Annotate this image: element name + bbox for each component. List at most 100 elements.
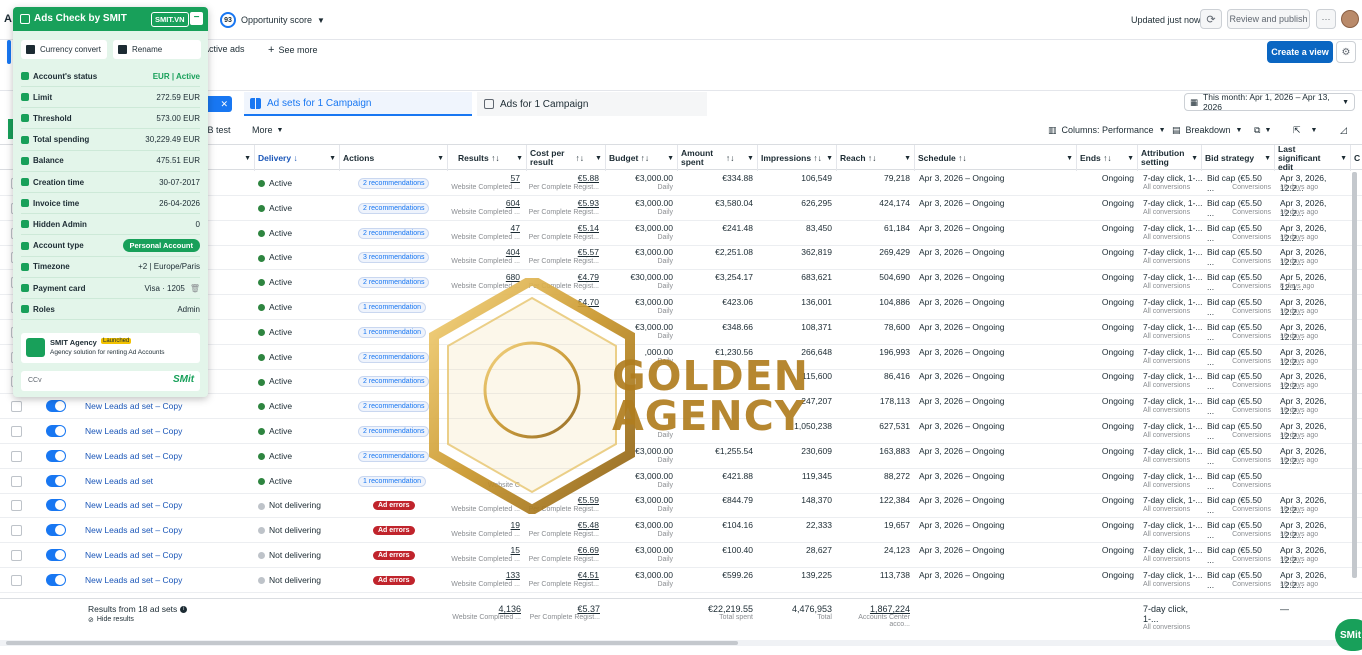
budget-cell[interactable]: Daily bbox=[606, 421, 673, 446]
budget-cell[interactable]: €3,000.00 Daily bbox=[606, 446, 673, 471]
columns-button[interactable]: ▥ Columns: Performance ▼ bbox=[1048, 121, 1166, 139]
chart-button[interactable]: ◿ bbox=[1340, 121, 1347, 139]
table-row[interactable]: New Leads ad set – Copy Active 2 recommend… bbox=[0, 419, 1362, 444]
recommendations-badge[interactable]: 2 recommendations bbox=[358, 425, 430, 439]
table-row[interactable]: Active 1 recommendation €4.70 €3,000.00 Dail… bbox=[0, 295, 1362, 320]
view-settings-button[interactable]: ⚙ bbox=[1336, 41, 1356, 63]
results-value[interactable]: 680 bbox=[505, 272, 520, 283]
row-toggle[interactable] bbox=[46, 449, 66, 462]
results-value[interactable]: 604 bbox=[505, 197, 520, 208]
cpr-value[interactable]: €5.14 bbox=[577, 222, 599, 233]
cpr-value[interactable] bbox=[527, 322, 599, 333]
adset-name-link[interactable]: New Leads ad set bbox=[85, 475, 154, 486]
recommendations-badge[interactable]: 2 recommendations bbox=[358, 375, 430, 389]
row-checkbox[interactable] bbox=[11, 500, 22, 512]
table-row[interactable]: Active 2 recommendations 47 Website Complet… bbox=[0, 221, 1362, 246]
col-attribution[interactable]: Attribution setting ▼ bbox=[1138, 145, 1202, 171]
cpr-value[interactable]: €5.57 bbox=[577, 247, 599, 258]
table-row[interactable]: New Leads ad set – Copy Not delivering Ad … bbox=[0, 568, 1362, 593]
budget-cell[interactable]: €3,000.00 Daily bbox=[606, 495, 673, 520]
date-range-picker[interactable]: ▦ This month: Apr 1, 2026 – Apr 13, 2026… bbox=[1184, 92, 1355, 112]
close-icon[interactable]: ✕ bbox=[220, 98, 228, 109]
table-row[interactable]: New Leads ad set – Copy Active 2 recommend… bbox=[0, 444, 1362, 469]
table-row[interactable]: New Leads ad set – Copy Not delivering Ad … bbox=[0, 543, 1362, 568]
cpr-value[interactable]: €5.59 bbox=[577, 495, 599, 506]
recommendations-badge[interactable]: 1 recommendation bbox=[358, 326, 426, 340]
more-button[interactable]: ··· bbox=[1316, 9, 1336, 29]
vertical-scrollbar-thumb[interactable] bbox=[1352, 172, 1357, 578]
ad-errors-badge[interactable]: Ad errors bbox=[373, 524, 415, 538]
table-row[interactable]: Active 2 recommendations 115,600 86,416 Apr … bbox=[0, 369, 1362, 396]
cpr-value[interactable] bbox=[527, 396, 599, 407]
cpr-value[interactable]: €5.88 bbox=[577, 173, 599, 183]
col-cost-per-result[interactable]: Cost per result ↑↓ ▼ bbox=[527, 145, 606, 171]
col-delivery[interactable]: Delivery ↓ ▼ bbox=[255, 145, 340, 171]
col-reach[interactable]: Reach ↑↓ ▼ bbox=[837, 145, 915, 171]
budget-cell[interactable]: €3,000.00 Daily bbox=[606, 247, 673, 272]
export-button[interactable]: ⇱ ▼ bbox=[1293, 121, 1317, 139]
cpr-value[interactable]: €4.51 bbox=[577, 569, 599, 580]
horizontal-scrollbar[interactable] bbox=[0, 640, 1362, 646]
review-publish-button[interactable]: Review and publish bbox=[1227, 9, 1310, 29]
tab-ads[interactable]: Ads for 1 Campaign bbox=[477, 92, 707, 116]
col-actions[interactable]: Actions ▼ bbox=[340, 145, 448, 171]
row-toggle[interactable] bbox=[46, 474, 66, 487]
row-toggle[interactable] bbox=[46, 524, 66, 537]
results-value[interactable]: 19 bbox=[510, 520, 520, 531]
row-checkbox[interactable] bbox=[11, 475, 22, 487]
budget-cell[interactable]: €3,000.00 Daily bbox=[606, 520, 673, 545]
row-checkbox[interactable] bbox=[11, 525, 22, 537]
smit-floating-badge[interactable]: SMit bbox=[1335, 619, 1362, 651]
results-value[interactable]: 404 bbox=[505, 247, 520, 258]
results-value[interactable]: 47 bbox=[510, 222, 520, 233]
cpr-value[interactable] bbox=[527, 347, 599, 358]
budget-cell[interactable]: €30,000.00 Daily bbox=[606, 272, 673, 297]
results-value[interactable] bbox=[448, 297, 520, 308]
opportunity-score[interactable]: 93 Opportunity score ▼ bbox=[220, 12, 325, 28]
table-row[interactable]: New Leads ad set – Copy Not delivering Ad … bbox=[0, 518, 1362, 545]
horizontal-scrollbar-thumb[interactable] bbox=[6, 641, 738, 645]
more-menu-button[interactable]: More ▼ bbox=[252, 121, 283, 139]
trash-icon[interactable]: 🗑 bbox=[189, 283, 200, 293]
budget-cell[interactable]: €3,000.00 Daily bbox=[606, 297, 673, 322]
cpr-value[interactable] bbox=[527, 471, 599, 482]
info-icon[interactable]: i bbox=[180, 605, 188, 613]
budget-cell[interactable] bbox=[606, 371, 673, 396]
results-value[interactable] bbox=[448, 471, 520, 482]
results-value[interactable] bbox=[448, 495, 520, 506]
budget-cell[interactable]: €3,000.00 Daily bbox=[606, 223, 673, 248]
row-toggle[interactable] bbox=[46, 549, 66, 561]
table-row[interactable]: New Leads ad set Active 1 recommendation We… bbox=[0, 469, 1362, 494]
smit-agency-card[interactable]: SMIT Agency Launched Agency solution for… bbox=[21, 333, 200, 363]
active-ads-filter[interactable]: Active ads bbox=[203, 44, 245, 54]
recommendations-badge[interactable]: 1 recommendation bbox=[358, 301, 426, 315]
ab-test-button[interactable]: /B test bbox=[205, 121, 231, 139]
recommendations-badge[interactable]: 2 recommendations bbox=[358, 351, 430, 365]
col-last-edit[interactable]: Last significant edit ▼ bbox=[1275, 144, 1351, 171]
recommendations-badge[interactable]: 1 recommendation bbox=[358, 475, 426, 489]
table-row[interactable]: New Leads ad set – Copy Not delivering Ad … bbox=[0, 493, 1362, 520]
avatar[interactable] bbox=[1341, 10, 1359, 28]
reports-button[interactable]: ⧉ ▼ bbox=[1254, 121, 1271, 139]
col-next[interactable]: C bbox=[1351, 145, 1362, 171]
results-value[interactable] bbox=[448, 446, 520, 457]
panel-badge[interactable]: SMIT.VN bbox=[151, 12, 189, 27]
row-checkbox[interactable] bbox=[11, 574, 22, 586]
recommendations-badge[interactable]: 2 recommendations bbox=[358, 202, 430, 216]
breakdown-button[interactable]: ▤ Breakdown ▼ bbox=[1172, 121, 1242, 139]
ad-errors-badge[interactable]: Ad errors bbox=[373, 574, 415, 588]
create-view-button[interactable]: Create a view bbox=[1267, 41, 1333, 63]
ccv-row[interactable]: CCv SMit bbox=[21, 371, 200, 391]
budget-cell[interactable]: €3,000.00 Daily bbox=[606, 198, 673, 223]
cpr-value[interactable]: €5.93 bbox=[577, 197, 599, 208]
recommendations-badge[interactable]: 2 recommendations bbox=[358, 227, 430, 241]
adset-name-link[interactable]: New Leads ad set – Copy bbox=[85, 550, 183, 560]
cpr-value[interactable] bbox=[527, 421, 599, 432]
rename-button[interactable]: Rename bbox=[113, 40, 201, 59]
cpr-value[interactable]: €4.70 bbox=[577, 297, 599, 307]
recommendations-badge[interactable]: 2 recommendations bbox=[358, 450, 430, 464]
table-row[interactable]: Active 2 recommendations 604 Website Comple… bbox=[0, 196, 1362, 221]
row-toggle[interactable] bbox=[46, 573, 66, 586]
results-value[interactable] bbox=[448, 347, 520, 358]
row-toggle[interactable] bbox=[46, 425, 66, 437]
